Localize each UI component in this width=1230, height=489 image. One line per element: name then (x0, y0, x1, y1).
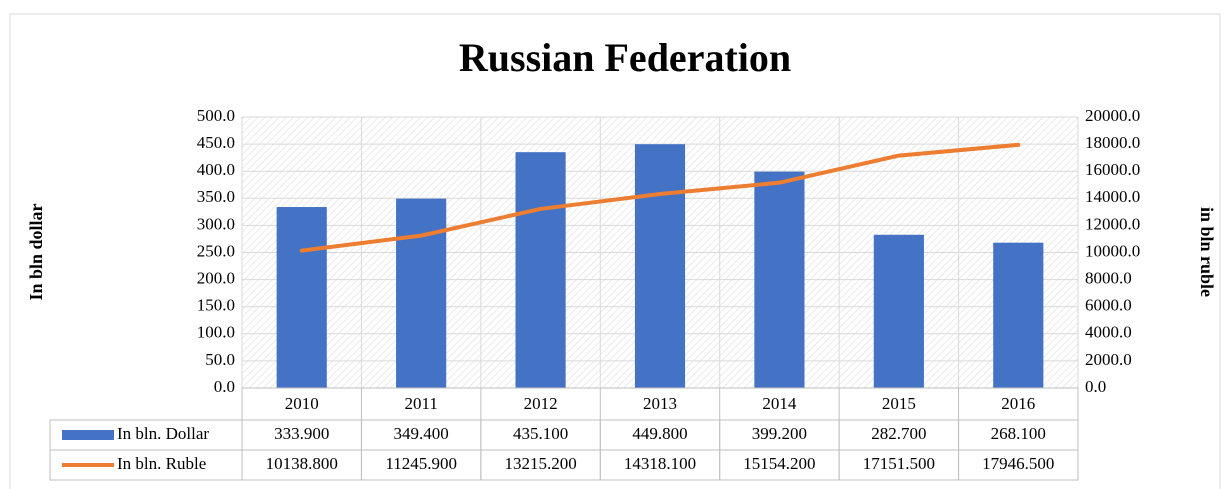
legend-label: In bln. Ruble (117, 454, 206, 473)
y2-tick-label: 12000.0 (1085, 214, 1140, 233)
table-value: 14318.100 (624, 454, 696, 473)
y-tick-label: 450.0 (197, 133, 235, 152)
y2-tick-label: 10000.0 (1085, 241, 1140, 260)
x-tick-label: 2013 (643, 394, 677, 413)
line (299, 142, 1021, 253)
table-value: 282.700 (871, 424, 926, 443)
bar (276, 207, 327, 388)
table-value: 11245.900 (385, 454, 457, 473)
y2-tick-label: 18000.0 (1085, 133, 1140, 152)
x-tick-label: 2010 (285, 394, 319, 413)
table-value: 17151.500 (863, 454, 935, 473)
y-tick-label: 400.0 (197, 160, 235, 179)
y2-tick-label: 4000.0 (1085, 323, 1132, 342)
y-tick-label: 100.0 (197, 323, 235, 342)
y2-tick-label: 8000.0 (1085, 269, 1132, 288)
x-tick-label: 2014 (762, 394, 797, 413)
y-tick-label: 300.0 (197, 214, 235, 233)
chart-title: Russian Federation (459, 35, 791, 80)
bar (634, 144, 686, 388)
x-tick-label: 2015 (882, 394, 916, 413)
y2-tick-label: 2000.0 (1085, 350, 1132, 369)
bar (993, 242, 1044, 388)
bar (396, 198, 447, 388)
y2-axis-label: in bln ruble (1197, 207, 1217, 297)
table-value: 449.800 (632, 424, 687, 443)
y-tick-label: 250.0 (197, 241, 235, 260)
legend-label: In bln. Dollar (117, 424, 209, 443)
table-value: 13215.200 (504, 454, 576, 473)
table-value: 10138.800 (266, 454, 338, 473)
table-value: 435.100 (513, 424, 568, 443)
y2-tick-label: 0.0 (1085, 377, 1106, 396)
table-value: 399.200 (752, 424, 807, 443)
table-value: 333.900 (274, 424, 329, 443)
y-axis-label: In bln dollar (26, 203, 46, 300)
bar (515, 152, 566, 388)
y-tick-label: 150.0 (197, 296, 235, 315)
y-tick-label: 350.0 (197, 187, 235, 206)
y-tick-label: 0.0 (214, 377, 235, 396)
y2-tick-label: 20000.0 (1085, 106, 1140, 125)
y-tick-label: 50.0 (205, 350, 235, 369)
x-tick-label: 2016 (1001, 394, 1035, 413)
table-value: 17946.500 (982, 454, 1054, 473)
legend-swatch (62, 430, 114, 440)
y2-tick-label: 6000.0 (1085, 296, 1132, 315)
table-value: 15154.200 (743, 454, 815, 473)
table-cell (958, 449, 1079, 481)
table-value: 268.100 (991, 424, 1046, 443)
bar (754, 171, 805, 388)
y2-tick-label: 14000.0 (1085, 187, 1140, 206)
x-tick-label: 2011 (404, 394, 437, 413)
y2-tick-label: 16000.0 (1085, 160, 1140, 179)
table-value: 349.400 (394, 424, 449, 443)
y-tick-label: 200.0 (197, 269, 235, 288)
x-tick-label: 2012 (524, 394, 558, 413)
bar (873, 234, 924, 388)
y-tick-label: 500.0 (197, 106, 235, 125)
